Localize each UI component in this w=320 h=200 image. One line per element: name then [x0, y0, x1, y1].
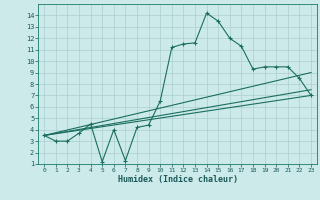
X-axis label: Humidex (Indice chaleur): Humidex (Indice chaleur) [118, 175, 238, 184]
